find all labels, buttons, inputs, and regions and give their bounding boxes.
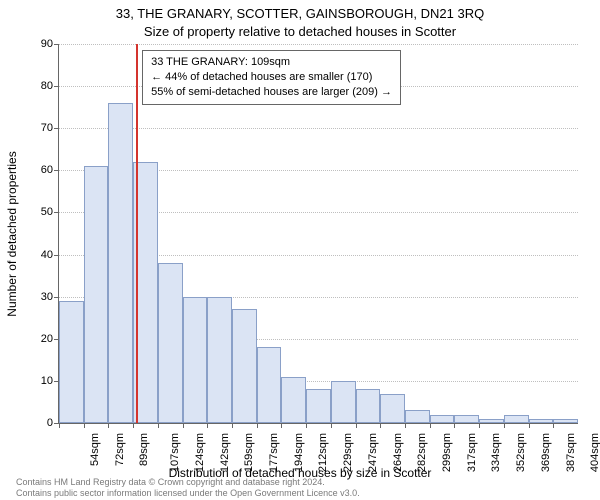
y-tick-label: 0 (47, 417, 53, 429)
histogram-bar (84, 166, 109, 423)
y-tick-mark (54, 297, 59, 298)
annotation-box: 33 THE GRANARY: 109sqm← 44% of detached … (142, 50, 401, 105)
x-tick-mark (405, 423, 406, 428)
histogram-bar (454, 415, 479, 423)
histogram-bar (59, 301, 84, 423)
footer-line2: Contains public sector information licen… (16, 488, 360, 498)
chart-container: 33, THE GRANARY, SCOTTER, GAINSBOROUGH, … (0, 0, 600, 500)
property-marker-line (136, 44, 138, 423)
histogram-bar (479, 419, 504, 423)
y-tick-mark (54, 255, 59, 256)
x-tick-mark (108, 423, 109, 428)
x-tick-mark (553, 423, 554, 428)
histogram-bar (232, 309, 257, 423)
histogram-bar (183, 297, 208, 423)
chart-title-line1: 33, THE GRANARY, SCOTTER, GAINSBOROUGH, … (0, 6, 600, 21)
annotation-line3: 55% of semi-detached houses are larger (… (151, 85, 392, 100)
plot-area: 010203040506070809054sqm72sqm89sqm107sqm… (58, 44, 578, 424)
x-tick-mark (504, 423, 505, 428)
y-tick-mark (54, 44, 59, 45)
chart-title-line2: Size of property relative to detached ho… (0, 24, 600, 39)
y-tick-mark (54, 86, 59, 87)
histogram-bar (108, 103, 133, 423)
y-tick-mark (54, 170, 59, 171)
x-tick-mark (281, 423, 282, 428)
y-tick-label: 10 (41, 375, 53, 387)
y-tick-mark (54, 212, 59, 213)
y-tick-label: 80 (41, 80, 53, 92)
x-tick-label: 54sqm (89, 433, 101, 466)
y-tick-label: 20 (41, 333, 53, 345)
y-tick-label: 60 (41, 164, 53, 176)
x-tick-mark (84, 423, 85, 428)
y-tick-label: 40 (41, 249, 53, 261)
annotation-line1: 33 THE GRANARY: 109sqm (151, 55, 392, 70)
histogram-bar (529, 419, 554, 423)
histogram-bar (207, 297, 232, 423)
x-tick-mark (183, 423, 184, 428)
x-tick-mark (232, 423, 233, 428)
histogram-bar (257, 347, 282, 423)
x-tick-label: 72sqm (114, 433, 126, 466)
histogram-bar (356, 389, 381, 423)
y-tick-label: 70 (41, 122, 53, 134)
y-axis-label: Number of detached properties (5, 151, 19, 316)
x-tick-mark (430, 423, 431, 428)
histogram-bar (380, 394, 405, 423)
y-tick-mark (54, 128, 59, 129)
footer-line1: Contains HM Land Registry data © Crown c… (16, 477, 360, 487)
x-tick-label: 89sqm (138, 433, 150, 466)
x-tick-mark (257, 423, 258, 428)
x-tick-mark (59, 423, 60, 428)
histogram-bar (158, 263, 183, 423)
x-tick-mark (133, 423, 134, 428)
histogram-bar (331, 381, 356, 423)
annotation-line2: ← 44% of detached houses are smaller (17… (151, 70, 392, 85)
histogram-bar (281, 377, 306, 423)
y-tick-label: 50 (41, 206, 53, 218)
x-tick-mark (380, 423, 381, 428)
footer-attribution: Contains HM Land Registry data © Crown c… (16, 477, 360, 498)
x-tick-mark (158, 423, 159, 428)
x-tick-mark (207, 423, 208, 428)
x-tick-mark (454, 423, 455, 428)
histogram-bar (504, 415, 529, 423)
histogram-bar (306, 389, 331, 423)
x-tick-mark (479, 423, 480, 428)
x-tick-mark (306, 423, 307, 428)
y-tick-label: 30 (41, 291, 53, 303)
histogram-bar (430, 415, 455, 423)
histogram-bar (405, 410, 430, 423)
histogram-bar (553, 419, 578, 423)
y-tick-label: 90 (41, 38, 53, 50)
x-tick-mark (331, 423, 332, 428)
x-tick-mark (356, 423, 357, 428)
x-tick-mark (529, 423, 530, 428)
